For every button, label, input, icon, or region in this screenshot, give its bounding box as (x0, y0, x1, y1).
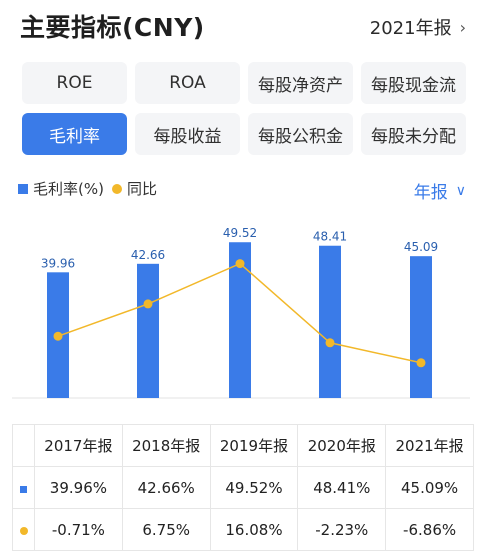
period-selector[interactable]: 2021年报 › (370, 14, 466, 40)
bar-series-square-icon (20, 485, 27, 493)
table-header-cell: 2018年报 (121, 424, 211, 467)
header: 主要指标(CNY) 2021年报 › (0, 0, 482, 52)
chart-legend-row: 毛利率(%) 同比 年报 ∨ (18, 178, 468, 204)
table-cell: 49.52% (209, 466, 299, 509)
yoy-point-2017年报[interactable] (53, 331, 63, 341)
table-corner-cell (12, 424, 35, 467)
bar-legend-label: 毛利率(%) (33, 180, 104, 198)
line-series-dot-icon (19, 526, 28, 535)
chart-legend: 毛利率(%) 同比 (18, 178, 468, 199)
bar-2019年报[interactable] (229, 242, 251, 398)
period-label: 2021年报 (369, 18, 452, 39)
table-cell: 16.08% (209, 508, 299, 551)
table-cell: 6.75% (121, 508, 211, 551)
table-cell: 45.09% (385, 466, 474, 509)
bar-data-label: 42.66 (131, 248, 165, 262)
tab-gross-margin[interactable]: 毛利率 (22, 113, 127, 155)
bar-2020年报[interactable] (319, 245, 341, 398)
table-header-row: 2017年报 2018年报 2019年报 2020年报 2021年报 (12, 424, 474, 467)
bar-2021年报[interactable] (410, 256, 432, 398)
metric-tabs: ROE ROA 每股净资产 每股现金流 毛利率 每股收益 每股公积金 每股未分配 (22, 62, 468, 155)
bar-data-label: 45.09 (404, 240, 438, 254)
table-header-cell: 2019年报 (209, 424, 299, 467)
table-cell: 42.66% (121, 466, 211, 509)
tab-reserve-per-share[interactable]: 每股公积金 (248, 113, 353, 155)
gross-margin-chart: 39.96 42.66 49.52 48.41 45.09 (12, 226, 470, 399)
table-header-cell: 2021年报 (385, 424, 474, 467)
tab-roe[interactable]: ROE (22, 62, 127, 104)
table-cell: -6.86% (385, 508, 474, 551)
table-row-gross-margin: 39.96% 42.66% 49.52% 48.41% 45.09% (12, 466, 474, 509)
tab-roa[interactable]: ROA (135, 62, 240, 104)
chevron-right-icon: › (459, 17, 466, 37)
yoy-point-2019年报[interactable] (235, 259, 245, 269)
tab-eps[interactable]: 每股收益 (135, 113, 240, 155)
line-series-marker-cell (12, 508, 35, 551)
table-cell: -0.71% (34, 508, 123, 551)
chevron-down-icon: ∨ (455, 182, 466, 199)
data-table: 2017年报 2018年报 2019年报 2020年报 2021年报 39.96… (12, 424, 474, 551)
table-row-yoy: -0.71% 6.75% 16.08% -2.23% -6.86% (12, 508, 474, 551)
frequency-label: 年报 (413, 183, 448, 203)
bar-data-label: 48.41 (313, 230, 347, 244)
bar-series-marker-cell (12, 466, 35, 509)
bar-data-label: 39.96 (41, 256, 75, 270)
frequency-dropdown[interactable]: 年报 ∨ (413, 178, 466, 204)
bar-legend-marker (18, 183, 28, 194)
table-cell: 48.41% (297, 466, 387, 509)
yoy-point-2021年报[interactable] (416, 358, 426, 368)
page-title: 主要指标(CNY) (20, 13, 205, 42)
tab-undistributed-per-share[interactable]: 每股未分配 (361, 113, 466, 155)
yoy-point-2020年报[interactable] (325, 338, 335, 348)
tab-net-assets-per-share[interactable]: 每股净资产 (248, 62, 353, 104)
line-legend-label: 同比 (126, 180, 157, 198)
bar-data-label: 49.52 (223, 226, 257, 240)
table-header-cell: 2020年报 (297, 424, 387, 467)
table-cell: 39.96% (34, 466, 123, 509)
table-header-cell: 2017年报 (34, 424, 123, 467)
line-legend-marker (111, 183, 122, 194)
bar-2018年报[interactable] (137, 263, 159, 398)
table-cell: -2.23% (297, 508, 387, 551)
tab-cashflow-per-share[interactable]: 每股现金流 (361, 62, 466, 104)
yoy-point-2018年报[interactable] (143, 299, 153, 309)
